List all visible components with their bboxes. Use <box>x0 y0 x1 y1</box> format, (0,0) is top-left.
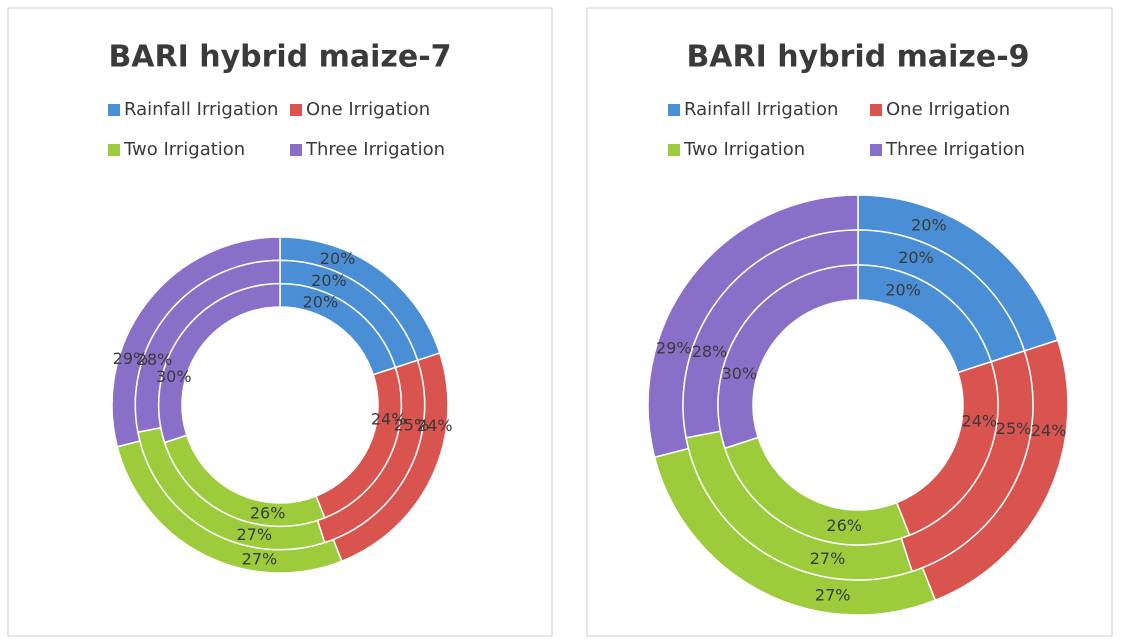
data-label: 20% <box>911 216 947 235</box>
donut-segment <box>717 264 859 450</box>
legend-label: Two Irrigation <box>683 139 805 160</box>
data-label: 25% <box>394 415 430 434</box>
legend-label: One Irrigation <box>886 99 1010 120</box>
data-label: 27% <box>242 549 278 568</box>
data-label: 27% <box>236 525 272 544</box>
chart-title: BARI hybrid maize-9 <box>686 40 1029 75</box>
data-label: 20% <box>885 281 921 300</box>
data-label: 24% <box>417 416 453 435</box>
data-label: 20% <box>303 293 339 312</box>
data-label: 26% <box>250 503 286 522</box>
data-label: 29% <box>113 349 149 368</box>
data-label: 30% <box>156 367 192 386</box>
data-label: 24% <box>1031 421 1067 440</box>
data-label: 24% <box>371 410 407 429</box>
legend-label: Rainfall Irrigation <box>684 99 838 120</box>
data-label: 24% <box>962 411 998 430</box>
legend-label: Rainfall Irrigation <box>124 99 278 120</box>
legend-swatch <box>668 144 680 156</box>
legend-swatch <box>668 104 680 116</box>
data-label: 28% <box>692 342 728 361</box>
data-label: 20% <box>311 271 347 290</box>
data-label: 27% <box>815 585 851 604</box>
data-label: 20% <box>898 248 934 267</box>
data-label: 30% <box>722 364 758 383</box>
legend-swatch <box>290 104 302 116</box>
donut-segment <box>157 282 281 444</box>
data-label: 20% <box>320 249 356 268</box>
legend-swatch <box>108 144 120 156</box>
data-label: 27% <box>810 549 846 568</box>
legend-label: Three Irrigation <box>305 139 445 160</box>
legend-swatch <box>108 104 120 116</box>
legend-swatch <box>870 104 882 116</box>
data-label: 25% <box>996 419 1032 438</box>
data-label: 26% <box>826 516 862 535</box>
data-label: 29% <box>656 338 692 357</box>
data-label: 28% <box>137 350 173 369</box>
legend-label: One Irrigation <box>306 99 430 120</box>
legend-label: Two Irrigation <box>123 139 245 160</box>
legend-label: Three Irrigation <box>885 139 1025 160</box>
legend-swatch <box>290 144 302 156</box>
legend-swatch <box>870 144 882 156</box>
chart-title: BARI hybrid maize-7 <box>108 40 451 75</box>
